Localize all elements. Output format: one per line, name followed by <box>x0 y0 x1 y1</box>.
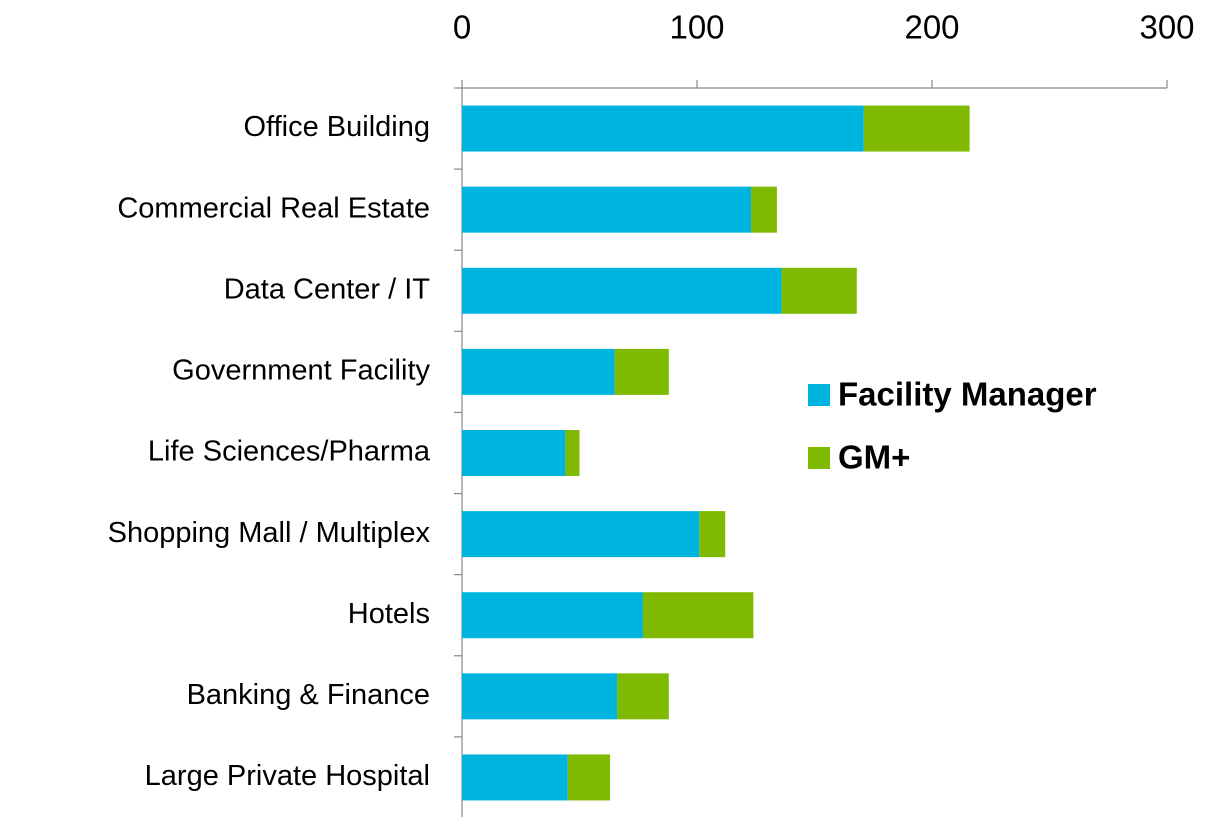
bar <box>617 673 669 720</box>
bar <box>565 430 580 476</box>
bar <box>751 186 777 233</box>
y-tick-label: Office Building <box>244 111 430 143</box>
legend-label: GM+ <box>838 439 910 476</box>
y-tick-label: Shopping Mall / Multiplex <box>108 517 431 549</box>
y-tick-label: Banking & Finance <box>187 679 430 711</box>
x-tick-label: 200 <box>904 9 959 46</box>
y-tick-label: Government Facility <box>172 355 430 387</box>
bar <box>567 754 611 801</box>
legend-label: Facility Manager <box>838 376 1097 413</box>
x-tick-label: 0 <box>453 9 471 46</box>
bar <box>462 186 752 233</box>
y-tick-label: Hotels <box>348 598 430 630</box>
bar <box>462 754 568 801</box>
y-tick-label: Data Center / IT <box>224 273 431 305</box>
bar <box>462 430 566 476</box>
y-tick-label: Commercial Real Estate <box>117 192 430 224</box>
x-tick-label: 100 <box>669 9 724 46</box>
bar <box>462 673 618 720</box>
legend-swatch <box>808 447 830 469</box>
x-tick-label: 300 <box>1139 9 1194 46</box>
y-tick-label: Life Sciences/Pharma <box>148 436 431 468</box>
bar <box>614 348 669 395</box>
y-tick-label: Large Private Hospital <box>145 760 430 792</box>
bar <box>863 105 970 152</box>
bar <box>462 511 700 558</box>
bar <box>462 105 864 152</box>
bar <box>699 511 726 558</box>
bar <box>462 267 782 314</box>
legend-swatch <box>808 384 830 406</box>
bar <box>781 267 857 314</box>
bar <box>642 592 754 639</box>
bar <box>462 348 615 395</box>
bar <box>462 592 643 639</box>
